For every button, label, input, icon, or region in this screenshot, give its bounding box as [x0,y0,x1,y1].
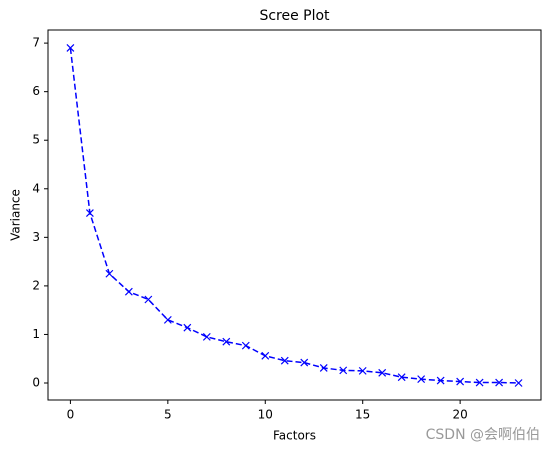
marker [339,366,348,375]
y-axis-label: Variance [9,189,23,241]
marker [514,379,523,387]
marker [319,364,328,372]
y-tick-label: 0 [32,376,40,390]
marker [417,375,426,384]
marker [378,368,387,377]
marker [183,323,192,332]
y-tick-label: 1 [32,327,40,341]
marker [202,332,211,341]
marker [261,351,270,360]
marker [436,376,445,385]
y-tick-label: 2 [32,278,40,292]
data-line [69,47,519,384]
x-tick-label: 10 [258,408,273,422]
marker [241,341,250,350]
marker [456,377,465,386]
marker [163,315,172,324]
marker [358,366,367,375]
marker [475,378,484,387]
marker [66,44,75,52]
x-tick-label: 5 [164,408,172,422]
watermark: CSDN @会啊伯伯 [426,427,540,443]
marker [85,209,94,217]
x-axis-label: Factors [273,429,316,443]
marker [144,295,153,304]
marker [495,378,504,387]
marker [124,287,133,296]
marker [222,337,231,346]
marker [280,356,289,365]
marker [397,373,406,382]
y-tick-label: 5 [32,133,40,147]
marker [105,269,114,278]
y-tick-label: 4 [32,181,40,195]
marker [300,358,309,367]
x-tick-label: 15 [355,408,370,422]
chart-title: Scree Plot [259,8,330,24]
y-tick-label: 6 [32,84,40,98]
x-tick-label: 20 [452,408,467,422]
y-tick-label: 7 [32,36,40,50]
y-tick-label: 3 [32,230,40,244]
plot-frame [47,29,542,401]
x-tick-label: 0 [67,408,75,422]
